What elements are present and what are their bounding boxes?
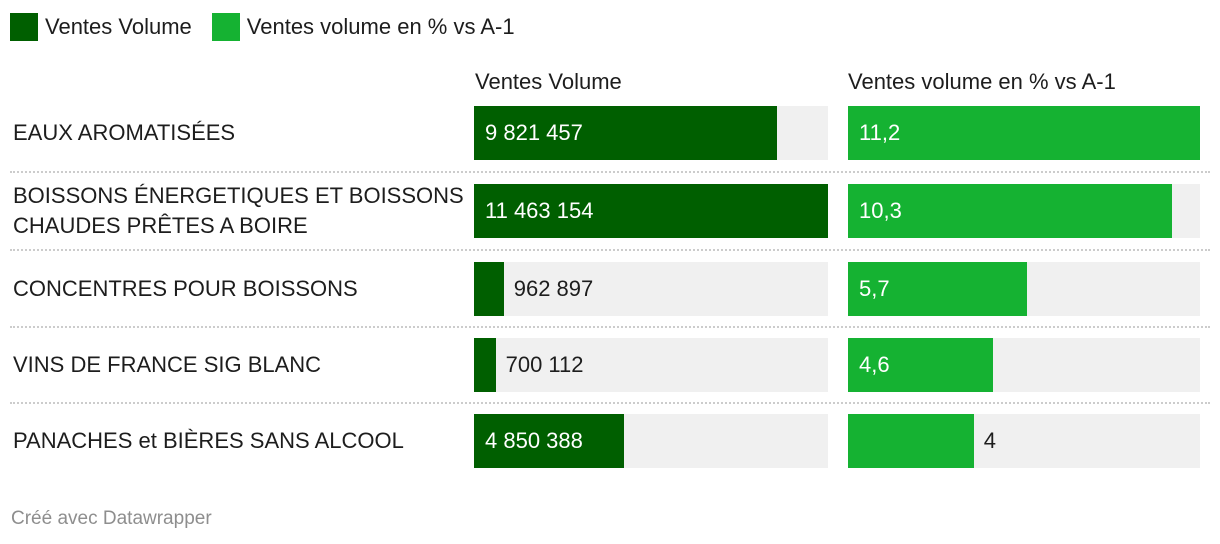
- bar-value-label: 11,2: [859, 120, 901, 145]
- bar-track: 9 821 457: [474, 106, 828, 160]
- legend-label-ventes-volume-pct: Ventes volume en % vs A-1: [246, 14, 515, 39]
- legend: Ventes Volume Ventes volume en % vs A-1: [10, 12, 535, 42]
- bar-track: 4 850 388: [474, 414, 828, 468]
- bar-value-label: 10,3: [859, 198, 902, 223]
- bar-value-label: 700 112: [505, 352, 584, 377]
- bar-track: 4: [848, 414, 1200, 468]
- category-label: EAUX AROMATISÉES: [13, 120, 236, 145]
- legend-label-ventes-volume: Ventes Volume: [45, 14, 192, 39]
- category-label: BOISSONS ÉNERGETIQUES ET BOISSONS CHAUDE…: [13, 183, 464, 238]
- footer-credit: Créé avec Datawrapper: [11, 508, 212, 529]
- category-label: PANACHES et BIÈRES SANS ALCOOL: [13, 428, 404, 453]
- bar-track: 10,3: [848, 184, 1200, 238]
- bar-value-label: 4,6: [859, 352, 890, 377]
- column-header-ventes-volume-pct: Ventes volume en % vs A-1: [848, 69, 1116, 94]
- legend-swatch-ventes-volume-pct: [211, 13, 240, 41]
- bar: [848, 338, 993, 392]
- bar-value-label: 5,7: [859, 276, 890, 301]
- bar-value-label: 9 821 457: [485, 120, 583, 145]
- column-header-ventes-volume: Ventes Volume: [475, 69, 622, 94]
- bar: [474, 414, 624, 468]
- row-separator: [10, 171, 1210, 173]
- bar-track: 11,2: [848, 106, 1200, 160]
- bar-value-label: 962 897: [513, 276, 594, 301]
- bar: [848, 414, 974, 468]
- bar: [474, 106, 778, 160]
- legend-item-ventes-volume-pct: Ventes volume en % vs A-1: [211, 13, 515, 41]
- row-separator: [10, 249, 1210, 251]
- chart-row: VINS DE FRANCE SIG BLANC 700 112 4,6: [10, 338, 1210, 392]
- bar-value-label: 4: [983, 428, 996, 453]
- category-label: VINS DE FRANCE SIG BLANC: [13, 352, 322, 377]
- bar: [848, 184, 1172, 238]
- bar-value-label: 11 463 154: [485, 198, 594, 223]
- legend-swatch-ventes-volume: [10, 13, 38, 41]
- category-label: CONCENTRES POUR BOISSONS: [13, 276, 358, 301]
- chart-row: EAUX AROMATISÉES 9 821 457 11,2: [10, 106, 1210, 160]
- row-separator: [10, 326, 1210, 328]
- bar-track: 11 463 154: [474, 184, 828, 238]
- bar-track: 962 897: [474, 262, 828, 316]
- bar-track: 5,7: [848, 262, 1200, 316]
- bar: [848, 106, 1200, 160]
- bar: [474, 338, 496, 392]
- bar-track: 700 112: [474, 338, 828, 392]
- bar-track: 4,6: [848, 338, 1200, 392]
- bar-value-label: 4 850 388: [485, 428, 583, 453]
- chart-row: CONCENTRES POUR BOISSONS 962 897 5,7: [10, 262, 1210, 316]
- chart-row: PANACHES et BIÈRES SANS ALCOOL 4 850 388 4: [10, 414, 1210, 468]
- row-separator: [10, 402, 1210, 404]
- legend-item-ventes-volume: Ventes Volume: [10, 13, 192, 41]
- bar: [474, 262, 504, 316]
- bar: [848, 262, 1028, 316]
- bar: [474, 184, 828, 238]
- chart-row: BOISSONS ÉNERGETIQUES ET BOISSONS CHAUDE…: [10, 183, 1210, 238]
